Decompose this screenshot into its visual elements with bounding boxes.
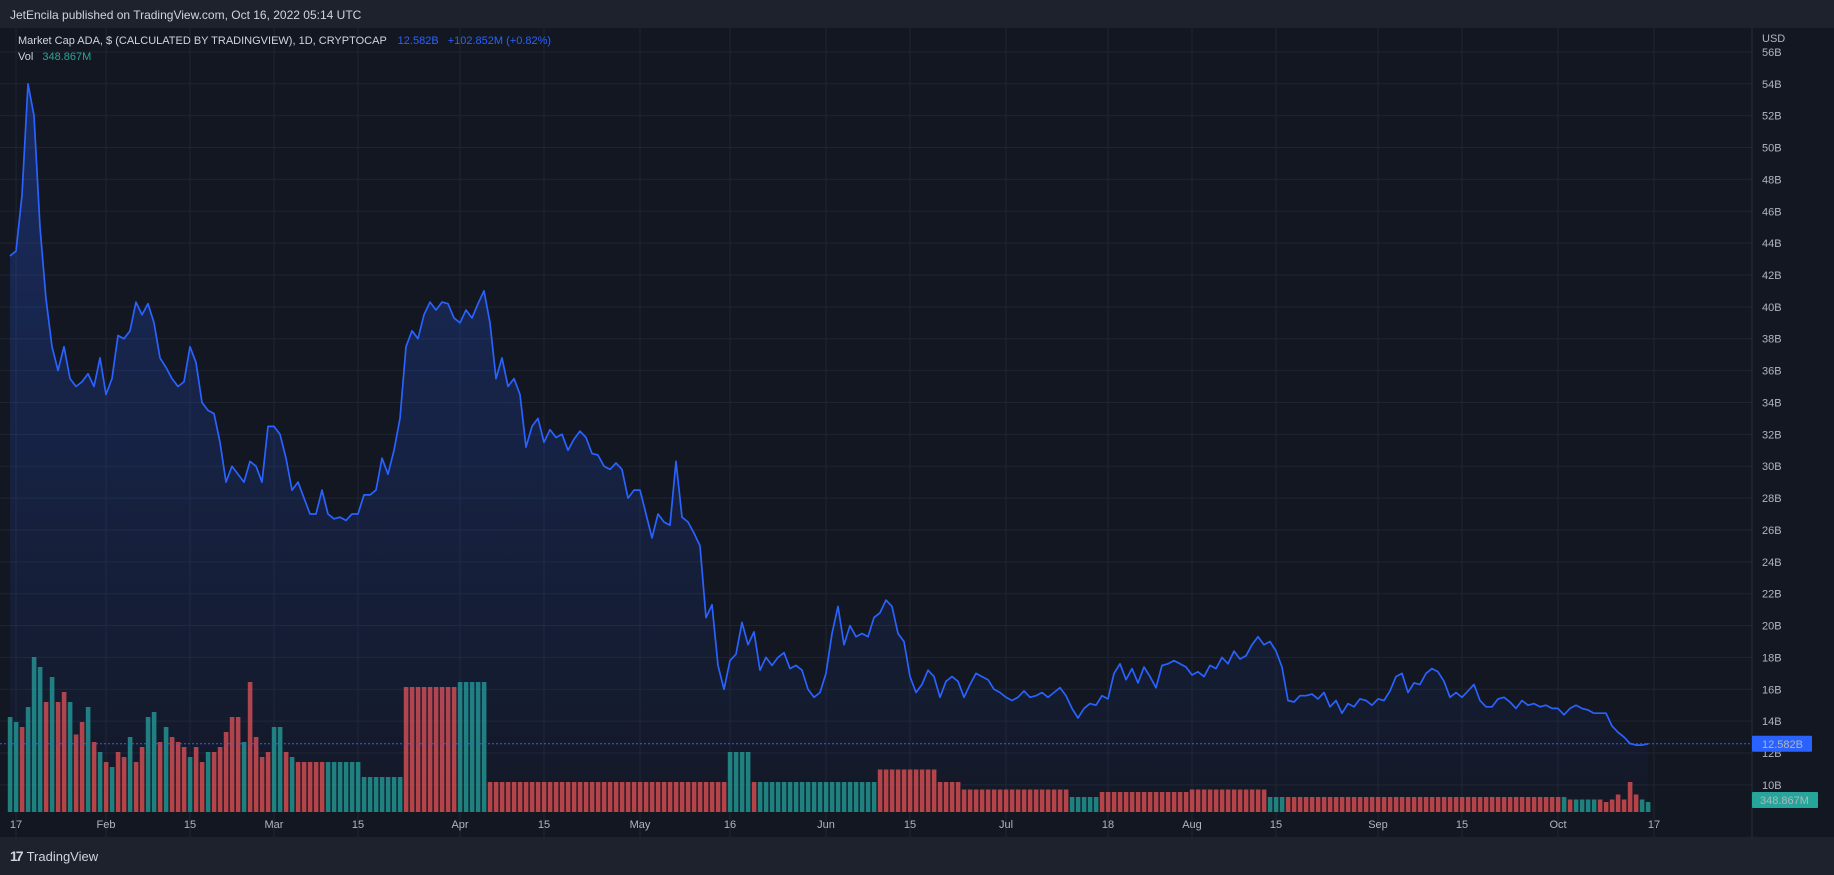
series-legend: Market Cap ADA, $ (CALCULATED BY TRADING… bbox=[18, 35, 551, 63]
price-tick-label: 54B bbox=[1762, 79, 1782, 91]
time-tick-label: Jun bbox=[817, 819, 835, 831]
time-tick-label: 15 bbox=[184, 819, 196, 831]
time-tick-label: 15 bbox=[1270, 819, 1282, 831]
price-tick-label: 18B bbox=[1762, 652, 1782, 664]
price-tick-label: 34B bbox=[1762, 397, 1782, 409]
price-tick-label: 38B bbox=[1762, 334, 1782, 346]
time-tick-label: 17 bbox=[10, 819, 22, 831]
market-cap-chart[interactable]: 10B12B14B16B18B20B22B24B26B28B30B32B34B3… bbox=[0, 28, 1834, 838]
price-tick-label: 14B bbox=[1762, 716, 1782, 728]
time-tick-label: Oct bbox=[1549, 819, 1566, 831]
time-tick-label: Aug bbox=[1182, 819, 1202, 831]
price-area-fill bbox=[10, 83, 1648, 813]
series-title: Market Cap ADA, $ (CALCULATED BY TRADING… bbox=[18, 35, 387, 47]
price-tick-label: 30B bbox=[1762, 461, 1782, 473]
series-change: +102.852M (+0.82%) bbox=[447, 35, 552, 47]
price-tick-label: 42B bbox=[1762, 270, 1782, 282]
price-tick-label: 46B bbox=[1762, 206, 1782, 218]
volume-bar bbox=[1645, 802, 1651, 812]
publish-header: JetEncila published on TradingView.com, … bbox=[0, 0, 1834, 28]
price-tick-label: 32B bbox=[1762, 429, 1782, 441]
tradingview-logo-icon: 17 bbox=[10, 848, 24, 864]
time-axis[interactable]: 17 Feb 15 Mar 15 Apr 15 May 16 Jun 15 Jul 18 Aug 15 Sep… bbox=[10, 819, 1660, 831]
time-tick-label: 15 bbox=[538, 819, 550, 831]
price-tick-label: 56B bbox=[1762, 47, 1782, 59]
price-tick-label: 36B bbox=[1762, 366, 1782, 378]
price-tick-label: 24B bbox=[1762, 557, 1782, 569]
chart-area[interactable]: 10B 12B 14B 16B 18B 20B 22B 24B 26B 28B 30B 32B 34B 3… bbox=[0, 28, 1834, 838]
axis-badges: 12.582B 348.867M bbox=[1752, 735, 1818, 808]
last-price-badge bbox=[1752, 735, 1812, 752]
time-tick-label: 15 bbox=[1456, 819, 1468, 831]
time-tick-label: 17 bbox=[1648, 819, 1660, 831]
price-tick-label: 44B bbox=[1762, 238, 1782, 250]
time-tick-label: May bbox=[630, 819, 651, 831]
price-tick-label: 10B bbox=[1762, 780, 1782, 792]
price-tick-label: 22B bbox=[1762, 589, 1782, 601]
price-axis[interactable]: 10B12B14B16B18B20B22B24B26B28B30B32B34B3… bbox=[1762, 33, 1785, 792]
price-tick-label: 48B bbox=[1762, 174, 1782, 186]
price-line bbox=[9, 82, 1649, 746]
time-tick-label: 15 bbox=[352, 819, 364, 831]
price-tick-label: 28B bbox=[1762, 493, 1782, 505]
last-price-badge-label: 12.582B bbox=[1762, 739, 1803, 751]
time-tick-label: Jul bbox=[999, 819, 1013, 831]
time-tick-label: Sep bbox=[1368, 819, 1388, 831]
price-tick-label: 16B bbox=[1762, 684, 1782, 696]
last-volume-badge bbox=[1752, 792, 1818, 808]
price-tick-label: 40B bbox=[1762, 302, 1782, 314]
price-tick-label: 20B bbox=[1762, 621, 1782, 633]
price-tick-label: 26B bbox=[1762, 525, 1782, 537]
time-tick-label: Feb bbox=[97, 819, 116, 831]
currency-label: USD bbox=[1762, 33, 1785, 45]
time-tick-label: Apr bbox=[451, 819, 468, 831]
footer-bar: 17 TradingView bbox=[0, 838, 1834, 875]
series-value: 12.582B bbox=[397, 35, 439, 47]
price-tick-label: 50B bbox=[1762, 143, 1782, 155]
time-tick-label: Mar bbox=[265, 819, 284, 831]
volume-label: Vol bbox=[18, 51, 34, 63]
price-tick-label: 52B bbox=[1762, 111, 1782, 123]
time-tick-label: 16 bbox=[724, 819, 736, 831]
time-tick-label: 15 bbox=[904, 819, 916, 831]
time-tick-label: 18 bbox=[1102, 819, 1114, 831]
brand-name: TradingView bbox=[26, 848, 99, 864]
volume-value: 348.867M bbox=[42, 51, 92, 63]
last-volume-badge-label: 348.867M bbox=[1760, 795, 1809, 807]
publish-info: JetEncila published on TradingView.com, … bbox=[10, 8, 362, 22]
tradingview-brand[interactable]: 17 TradingView bbox=[10, 848, 98, 864]
